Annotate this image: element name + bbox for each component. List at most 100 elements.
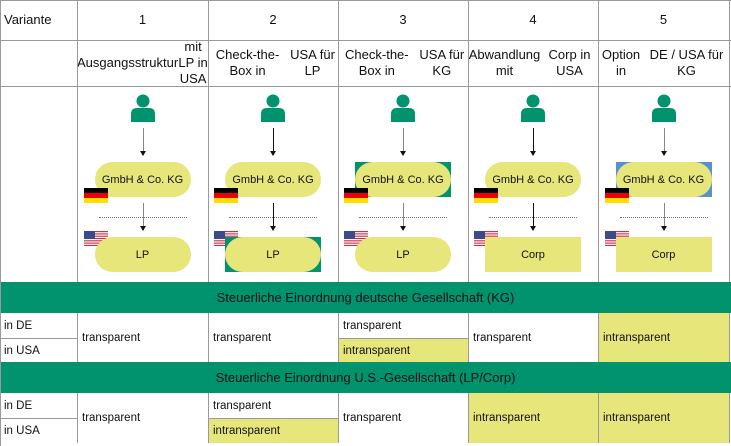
variant-number: 4 xyxy=(529,12,537,27)
row-label-de: in DE xyxy=(4,319,33,332)
column-divider xyxy=(598,0,599,282)
parent-entity-label: GmbH & Co. KG xyxy=(232,173,314,186)
variant-number: 3 xyxy=(399,12,407,27)
classification-cell: intransparent xyxy=(599,313,729,363)
row-label-usa: in USA xyxy=(4,424,40,437)
german-flag-icon xyxy=(83,188,108,203)
column-divider xyxy=(468,393,469,443)
row-divider xyxy=(0,40,731,41)
section-header: Steuerliche Einordnung U.S.-Gesellschaft… xyxy=(0,362,731,393)
column-divider xyxy=(77,0,78,282)
child-entity-box: LP xyxy=(225,237,321,272)
classification-cell: transparent xyxy=(82,412,141,424)
child-entity-label: LP xyxy=(396,248,410,261)
variant-number: 1 xyxy=(138,12,147,27)
column-divider xyxy=(208,0,209,282)
column-divider xyxy=(208,393,209,443)
column-divider xyxy=(338,0,339,282)
column-divider xyxy=(468,313,469,363)
german-flag-icon xyxy=(474,188,498,203)
parent-entity-box: GmbH & Co. KG xyxy=(485,162,581,197)
parent-entity-box: GmbH & Co. KG xyxy=(225,162,321,197)
row-divider xyxy=(0,86,731,87)
border-divider xyxy=(98,217,187,218)
classification-cell: intransparent xyxy=(599,393,729,443)
classification-cell: transparent xyxy=(473,332,532,344)
parent-entity-box: GmbH & Co. KG xyxy=(615,162,712,197)
arrow-down-icon xyxy=(139,128,146,156)
row-divider xyxy=(339,338,468,339)
row-divider xyxy=(0,338,77,339)
border-divider xyxy=(619,217,708,218)
classification-cell-usa: intransparent xyxy=(209,418,338,443)
arrow-down-icon xyxy=(270,203,276,231)
child-entity-label: LP xyxy=(266,248,280,261)
child-entity-label: LP xyxy=(135,248,150,261)
column-divider xyxy=(598,393,599,443)
german-flag-icon xyxy=(344,188,368,203)
german-flag-icon xyxy=(214,188,238,203)
classification-cell-de: transparent xyxy=(343,319,402,332)
child-entity-label: Corp xyxy=(651,248,676,261)
person-icon xyxy=(390,94,416,122)
parent-entity-label: GmbH & Co. KG xyxy=(362,173,444,186)
arrow-down-icon xyxy=(400,128,406,156)
column-divider xyxy=(77,393,78,443)
arrow-down-icon xyxy=(530,128,536,156)
variant-title: Ausgangsstruktur mit LP in USA xyxy=(77,39,208,86)
section-header: Steuerliche Einordnung deutsche Gesellsc… xyxy=(0,282,731,313)
row-divider xyxy=(209,418,338,419)
classification-cell: intransparent xyxy=(469,393,598,443)
classification-cell-usa: intransparent xyxy=(339,338,468,363)
row-label-de: in DE xyxy=(4,399,33,412)
parent-entity-box: GmbH & Co. KG xyxy=(94,162,191,197)
variant-number: 5 xyxy=(659,12,668,27)
arrow-down-icon xyxy=(660,203,667,231)
arrow-down-icon xyxy=(530,203,536,231)
classification-cell: transparent xyxy=(82,332,141,344)
table-border xyxy=(0,0,1,446)
variant-title: Option in DE / USA für KG xyxy=(601,47,724,78)
arrow-down-icon xyxy=(660,128,667,156)
column-divider xyxy=(598,313,599,363)
person-icon xyxy=(651,94,677,122)
column-divider xyxy=(208,313,209,363)
german-flag-icon xyxy=(604,188,629,203)
child-entity-box: Corp xyxy=(485,237,581,272)
variant-title: Check-the-Box in USA für LP xyxy=(215,47,335,78)
person-icon xyxy=(520,94,546,122)
classification-cell: transparent xyxy=(213,332,272,344)
parent-entity-label: GmbH & Co. KG xyxy=(622,173,705,186)
column-divider xyxy=(77,313,78,363)
column-divider xyxy=(468,0,469,282)
child-entity-box: LP xyxy=(355,237,451,272)
arrow-down-icon xyxy=(270,128,276,156)
border-divider xyxy=(489,217,577,218)
column-divider xyxy=(729,0,730,282)
parent-entity-label: GmbH & Co. KG xyxy=(101,173,184,186)
variant-title: Abwandlung mit Corp in USA xyxy=(468,47,591,78)
person-icon xyxy=(260,94,286,122)
border-divider xyxy=(229,217,317,218)
arrow-down-icon xyxy=(400,203,406,231)
variant-label: Variante xyxy=(4,12,52,27)
arrow-down-icon xyxy=(139,203,146,231)
column-divider xyxy=(729,313,730,363)
table-border xyxy=(0,0,731,1)
classification-cell-de: transparent xyxy=(213,399,272,412)
parent-entity-label: GmbH & Co. KG xyxy=(492,173,574,186)
variant-title: Check-the-Box in USA für KG xyxy=(345,47,465,78)
row-label-usa: in USA xyxy=(4,344,40,357)
classification-cell: transparent xyxy=(343,412,402,424)
border-divider xyxy=(359,217,447,218)
us-flag-icon xyxy=(83,231,108,246)
parent-entity-box: GmbH & Co. KG xyxy=(355,162,451,197)
child-entity-box: LP xyxy=(94,237,191,272)
column-divider xyxy=(729,393,730,443)
variant-number: 2 xyxy=(269,12,277,27)
child-entity-label: Corp xyxy=(521,248,545,261)
column-divider xyxy=(338,393,339,443)
column-divider xyxy=(338,313,339,363)
row-divider xyxy=(0,418,77,419)
person-icon xyxy=(130,94,156,122)
